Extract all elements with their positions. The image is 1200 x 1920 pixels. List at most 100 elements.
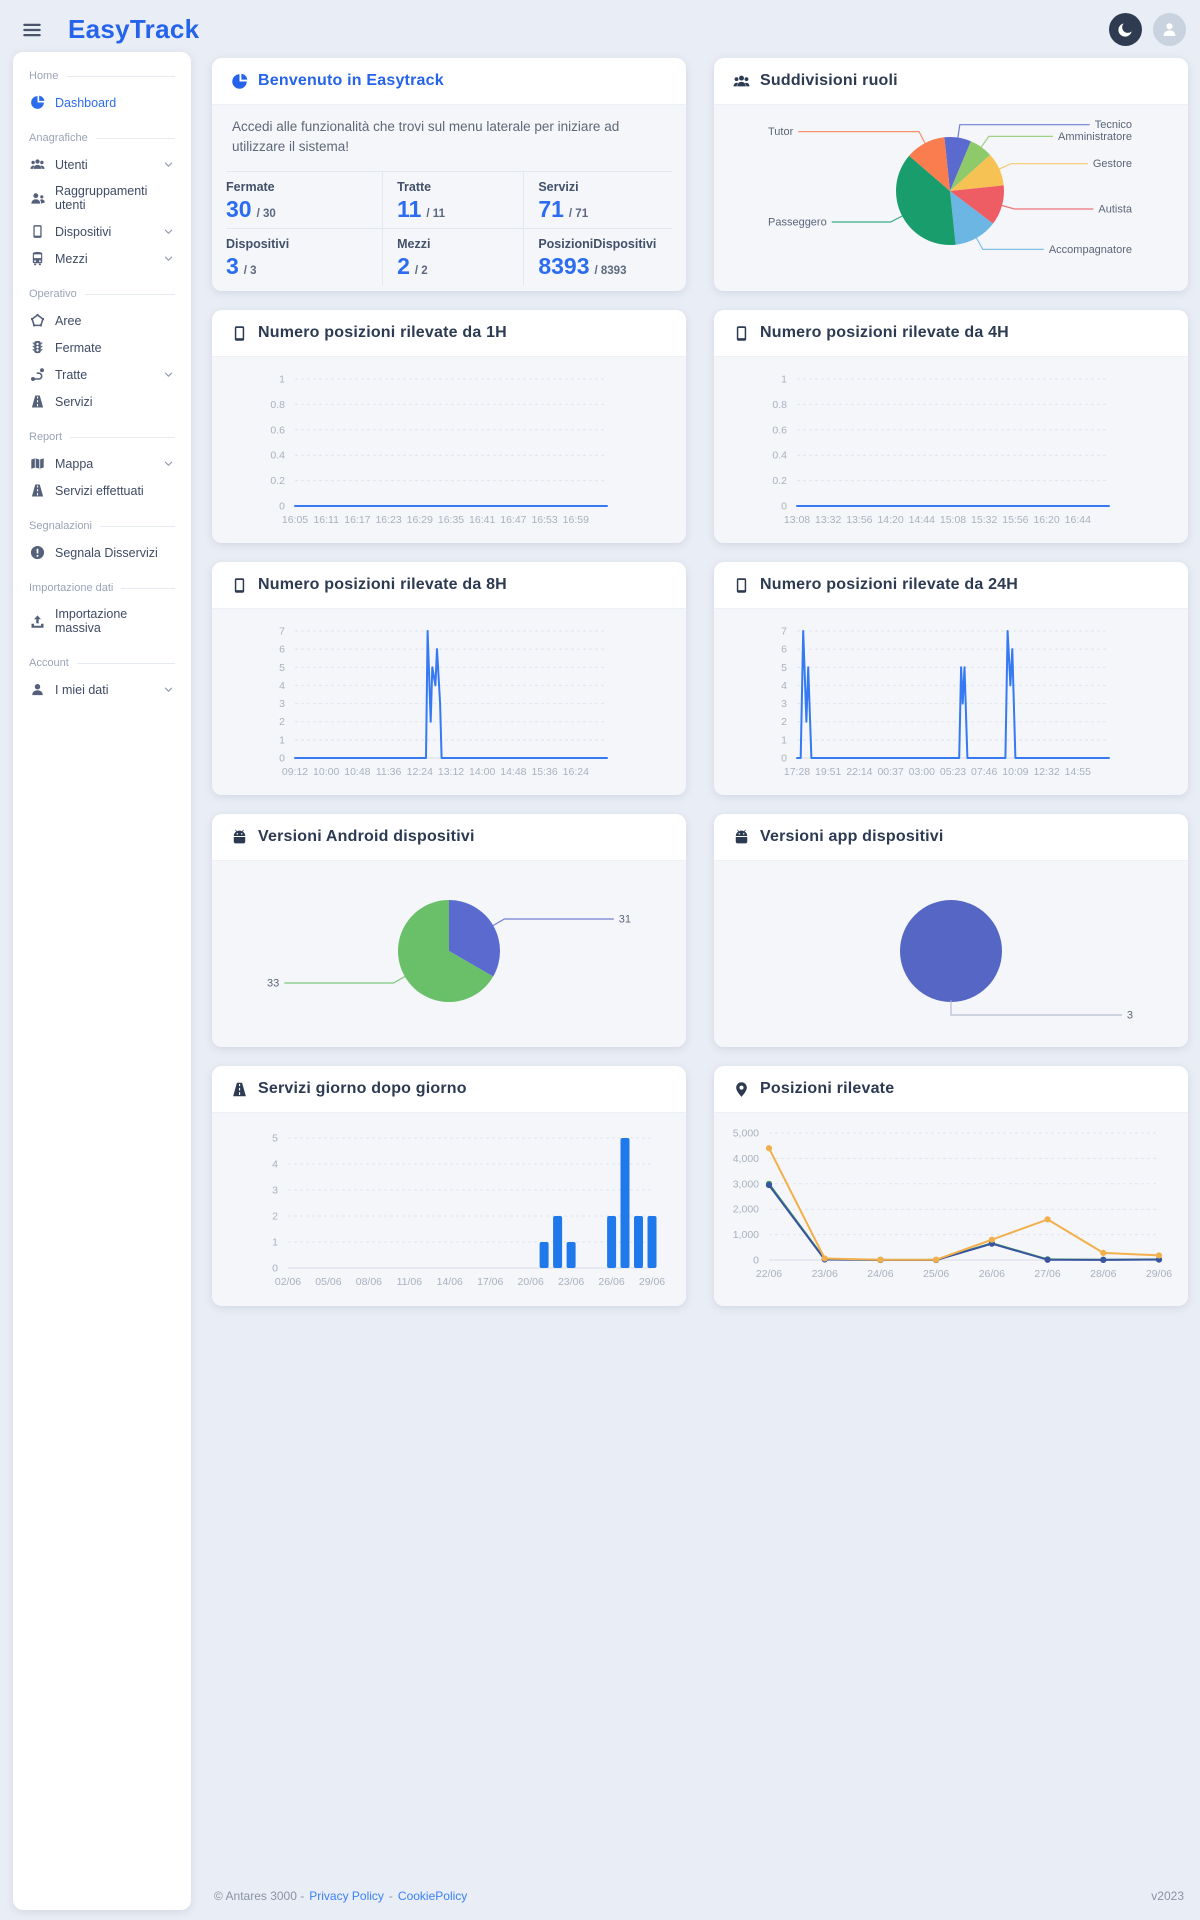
svg-text:10:09: 10:09 <box>1002 766 1028 778</box>
sidebar-item-aree[interactable]: Aree <box>27 307 177 334</box>
cookie-policy-link[interactable]: CookiePolicy <box>397 1889 468 1903</box>
svg-text:Accompagnatore: Accompagnatore <box>1049 244 1132 256</box>
sidebar-item-servizi-effettuati[interactable]: Servizi effettuati <box>27 477 177 504</box>
svg-text:16:59: 16:59 <box>563 514 589 526</box>
svg-text:16:23: 16:23 <box>375 514 401 526</box>
svg-text:1: 1 <box>781 374 787 386</box>
sidebar-item-label: Utenti <box>55 157 88 172</box>
svg-text:13:12: 13:12 <box>438 766 464 778</box>
svg-text:16:53: 16:53 <box>531 514 557 526</box>
main-content: Benvenuto in Easytrack Accedi alle funzi… <box>212 58 1188 1306</box>
svg-text:0.6: 0.6 <box>270 424 285 436</box>
sidebar-item-segnala-disservizi[interactable]: Segnala Disservizi <box>27 539 177 566</box>
stat-fermate: Fermate 30 / 30 <box>226 172 382 228</box>
sidebar-item-label: Importazione massiva <box>55 607 128 635</box>
sidebar-item-label: Mappa <box>55 456 94 471</box>
card-title: Numero posizioni rilevate da 24H <box>760 576 1019 593</box>
app-pie-chart: 3 <box>900 900 1133 1022</box>
stat-total: / 11 <box>426 207 445 220</box>
map-icon <box>31 458 44 469</box>
svg-text:3: 3 <box>272 1185 278 1197</box>
chevron-down-icon <box>164 372 173 377</box>
stat-value: 30 <box>226 195 252 222</box>
svg-text:14:00: 14:00 <box>469 766 495 778</box>
svg-text:5: 5 <box>279 662 285 674</box>
tablet-icon <box>736 577 747 593</box>
dark-mode-toggle[interactable] <box>1109 13 1142 46</box>
upload-icon <box>31 614 44 628</box>
sidebar-item-dispositivi[interactable]: Dispositivi <box>27 218 177 245</box>
svg-text:3,000: 3,000 <box>733 1178 759 1190</box>
svg-text:16:35: 16:35 <box>438 514 464 526</box>
services-bar-chart: 5 4 3 2 1 002/06 05/06 08/06 11/06 14/06 17/06 20/0… <box>272 1133 665 1289</box>
topbar: EasyTrack <box>0 0 1200 59</box>
sidebar-item-fermate[interactable]: Fermate <box>27 334 177 361</box>
sidebar-item-mappa[interactable]: Mappa <box>27 450 177 477</box>
sidebar-item-utenti[interactable]: Utenti <box>27 151 177 178</box>
svg-text:3: 3 <box>279 698 285 710</box>
svg-text:28/06: 28/06 <box>1090 1268 1116 1280</box>
sidebar-section-label: Segnalazioni <box>29 520 175 532</box>
sidebar-item-tratte[interactable]: Tratte <box>27 361 177 388</box>
svg-text:16:20: 16:20 <box>1033 514 1059 526</box>
svg-text:16:44: 16:44 <box>1065 514 1091 526</box>
svg-text:02/06: 02/06 <box>275 1276 301 1288</box>
svg-text:14:20: 14:20 <box>877 514 903 526</box>
sidebar-item-dashboard[interactable]: Dashboard <box>27 89 177 116</box>
svg-text:Tecnico: Tecnico <box>1095 119 1132 131</box>
stat-label: Mezzi <box>397 236 431 251</box>
marker-icon <box>736 1081 747 1097</box>
svg-text:23/06: 23/06 <box>558 1276 584 1288</box>
svg-text:13:08: 13:08 <box>784 514 810 526</box>
privacy-policy-link[interactable]: Privacy Policy <box>309 1889 384 1903</box>
svg-text:25/06: 25/06 <box>923 1268 949 1280</box>
svg-text:0.8: 0.8 <box>772 399 787 411</box>
app-version: v2023 <box>1151 1889 1184 1903</box>
card-header: Numero posizioni rilevate da 1H <box>212 310 686 356</box>
sidebar-item-importazione-massiva[interactable]: Importazione massiva <box>27 601 177 641</box>
svg-text:1: 1 <box>781 734 787 746</box>
svg-text:14/06: 14/06 <box>437 1276 463 1288</box>
svg-text:24/06: 24/06 <box>867 1268 893 1280</box>
svg-text:15:36: 15:36 <box>531 766 557 778</box>
svg-text:2: 2 <box>781 716 787 728</box>
svg-text:17:28: 17:28 <box>784 766 810 778</box>
svg-text:19:51: 19:51 <box>815 766 841 778</box>
footer-separator: - <box>388 1889 393 1903</box>
pie-icon <box>31 95 45 109</box>
svg-text:6: 6 <box>279 644 285 656</box>
user-avatar-button[interactable] <box>1153 13 1186 46</box>
svg-text:12:24: 12:24 <box>407 766 433 778</box>
chevron-down-icon <box>164 256 173 261</box>
sidebar-item-i-miei-dati[interactable]: I miei dati <box>27 676 177 703</box>
sidebar-item-mezzi[interactable]: Mezzi <box>27 245 177 272</box>
svg-text:0.2: 0.2 <box>270 475 285 487</box>
svg-text:16:41: 16:41 <box>469 514 495 526</box>
sidebar-item-servizi[interactable]: Servizi <box>27 388 177 415</box>
card-header: Versioni app dispositivi <box>714 814 1188 860</box>
chart-area: 31 33 <box>212 860 686 1047</box>
card-title: Servizi giorno dopo giorno <box>258 1080 467 1097</box>
svg-text:09:12: 09:12 <box>282 766 308 778</box>
sidebar-section: Home Dashboard <box>27 70 177 116</box>
card-pos24h: Numero posizioni rilevate da 24H 7 6 5 4 3 2 1 0… <box>714 562 1188 795</box>
menu-icon[interactable] <box>22 20 42 40</box>
app-logo[interactable]: EasyTrack <box>68 14 200 44</box>
svg-text:5: 5 <box>781 662 787 674</box>
card-title: Numero posizioni rilevate da 4H <box>760 324 1009 341</box>
stat-value: 3 <box>226 252 239 279</box>
stat-label: PosizioniDispositivi <box>538 236 657 251</box>
card-app: Versioni app dispositivi 3 <box>714 814 1188 1047</box>
sidebar: Home Dashboard Anagrafiche Utenti Raggruppam… <box>13 52 191 1910</box>
svg-text:16:47: 16:47 <box>500 514 526 526</box>
chart-area: 5,000 4,000 3,000 2,000 1,000 0 22/06 23/06 24/0… <box>714 1112 1188 1306</box>
footer: © Antares 3000 - Privacy Policy - Cookie… <box>214 1889 1184 1903</box>
sidebar-item-raggruppamenti-utenti[interactable]: Raggruppamenti utenti <box>27 178 177 218</box>
sidebar-item-label: Dispositivi <box>55 224 112 239</box>
stat-value: 2 <box>397 252 410 279</box>
svg-text:5: 5 <box>272 1133 278 1145</box>
tablet-icon <box>234 325 245 341</box>
stat-posizionidispositivi: PosizioniDispositivi 8393 / 8393 <box>523 227 672 285</box>
card-title: Suddivisioni ruoli <box>760 72 898 89</box>
